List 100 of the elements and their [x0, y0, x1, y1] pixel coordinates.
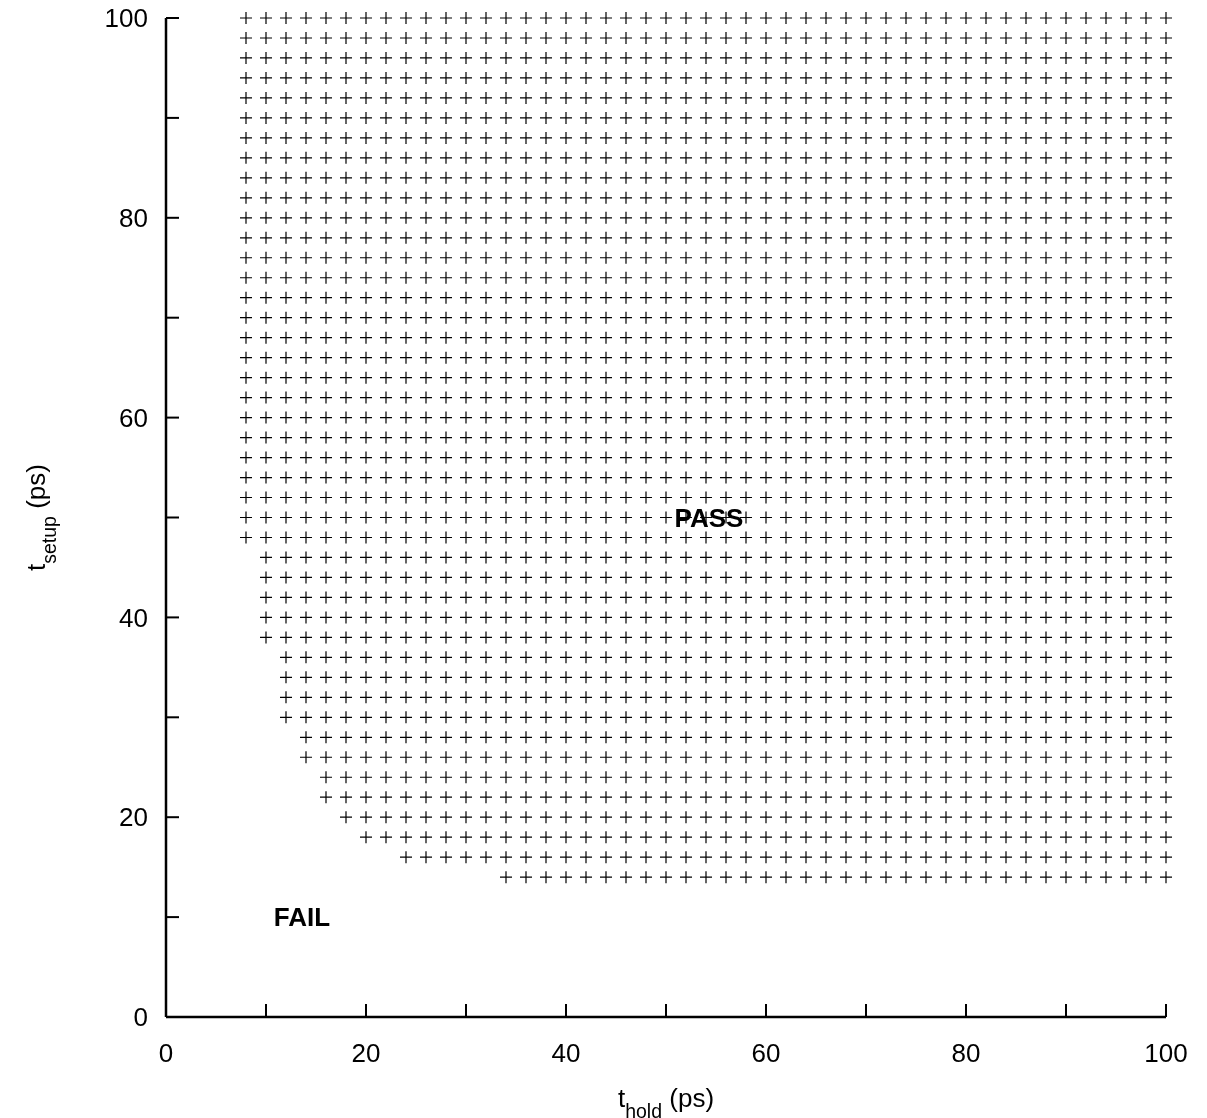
point [899, 211, 913, 225]
point [679, 31, 693, 45]
point [899, 291, 913, 305]
point [959, 91, 973, 105]
point [1139, 351, 1153, 365]
point [819, 391, 833, 405]
point [419, 51, 433, 65]
point [1159, 650, 1173, 664]
point [599, 570, 613, 585]
point [1059, 51, 1073, 65]
point [1159, 351, 1173, 365]
point [279, 71, 293, 85]
point [819, 411, 833, 425]
point [419, 211, 433, 225]
point [579, 211, 593, 225]
point [1139, 151, 1153, 165]
point [699, 690, 713, 704]
point [719, 311, 733, 325]
point [799, 191, 813, 205]
point [939, 411, 953, 425]
point [479, 850, 493, 864]
point [1019, 570, 1033, 585]
point [559, 291, 573, 305]
point [899, 11, 913, 25]
point [599, 470, 613, 485]
point [1059, 171, 1073, 185]
point [539, 411, 553, 425]
point [1039, 131, 1053, 145]
point [1079, 810, 1093, 824]
point [579, 530, 593, 545]
point [1079, 850, 1093, 864]
point [999, 391, 1013, 405]
point [699, 271, 713, 285]
point [579, 510, 593, 525]
point [459, 131, 473, 145]
point [239, 11, 253, 25]
point [919, 530, 933, 545]
point [359, 430, 373, 445]
point [339, 750, 353, 764]
point [919, 610, 933, 624]
point [759, 111, 773, 125]
point [739, 610, 753, 624]
point [459, 71, 473, 85]
point [1019, 351, 1033, 365]
point [519, 730, 533, 744]
point [839, 570, 853, 585]
point [899, 730, 913, 744]
point [559, 251, 573, 265]
point [999, 31, 1013, 45]
point [859, 311, 873, 325]
point [1139, 670, 1153, 684]
point [339, 391, 353, 405]
point [359, 550, 373, 565]
point [539, 870, 553, 884]
point [799, 510, 813, 525]
point [359, 650, 373, 664]
point [599, 850, 613, 864]
point [939, 291, 953, 305]
point [1099, 590, 1113, 605]
point [799, 291, 813, 305]
point [539, 251, 553, 265]
point [839, 470, 853, 485]
point [339, 331, 353, 345]
point [559, 151, 573, 165]
point [759, 830, 773, 844]
point [519, 411, 533, 425]
point [559, 810, 573, 824]
point [719, 231, 733, 245]
point [1079, 311, 1093, 325]
point [899, 610, 913, 624]
point [299, 490, 313, 505]
point [279, 490, 293, 505]
point [1099, 191, 1113, 205]
point [639, 91, 653, 105]
point [759, 810, 773, 824]
point [479, 311, 493, 325]
point [1059, 271, 1073, 285]
point [239, 291, 253, 305]
point [919, 291, 933, 305]
point [239, 151, 253, 165]
point [699, 311, 713, 325]
point [779, 31, 793, 45]
point [519, 690, 533, 704]
point [599, 291, 613, 305]
point [979, 550, 993, 565]
point [979, 530, 993, 545]
point [659, 710, 673, 724]
point [839, 391, 853, 405]
point [879, 331, 893, 345]
point [479, 710, 493, 724]
point [459, 670, 473, 684]
point [1159, 51, 1173, 65]
point [839, 750, 853, 764]
point [639, 231, 653, 245]
point [659, 351, 673, 365]
point [539, 730, 553, 744]
point [239, 470, 253, 485]
point [1099, 530, 1113, 545]
point [319, 590, 333, 605]
point [939, 590, 953, 605]
